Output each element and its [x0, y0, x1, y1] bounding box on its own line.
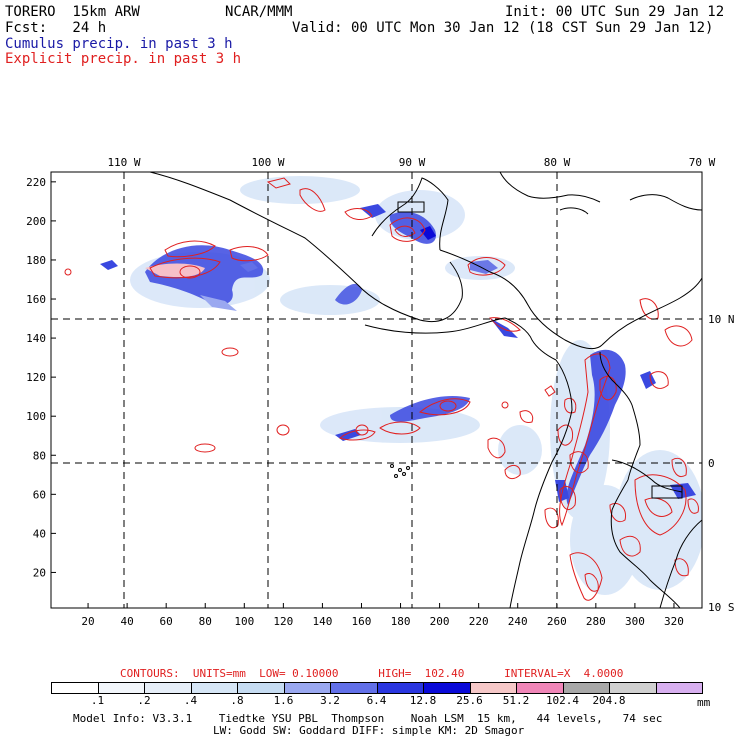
colorbar-units: mm	[697, 696, 711, 709]
colorbar-cell	[284, 683, 331, 693]
forecast-hour: Fcst: 24 h	[5, 20, 107, 36]
colorbar-cell	[377, 683, 424, 693]
cumulus-precip-pink	[145, 263, 205, 278]
colorbar-label: 51.2	[502, 694, 530, 707]
bottom-tick-label: 160	[352, 615, 372, 628]
model-title: TORERO 15km ARW	[5, 4, 140, 20]
init-time: Init: 00 UTC Sun 29 Jan 12	[505, 4, 725, 20]
latitude-label: 10 S	[708, 601, 735, 614]
legend-explicit: Explicit precip. in past 3 h	[5, 51, 242, 67]
bottom-tick-label: 220	[469, 615, 489, 628]
bottom-tick-label: 80	[199, 615, 212, 628]
colorbar-cell	[517, 683, 564, 693]
left-tick-label: 120	[26, 371, 46, 384]
colorbar-label: 12.8	[409, 694, 437, 707]
bottom-tick-label: 240	[508, 615, 528, 628]
axis-ticks	[51, 181, 675, 608]
left-tick-label: 100	[26, 410, 46, 423]
organization-label: NCAR/MMM	[225, 4, 293, 20]
model-physics: LW: Godd SW: Goddard DIFF: simple KM: 2D…	[213, 724, 525, 737]
colorbar-cell	[98, 683, 145, 693]
cumulus-precip-blue	[100, 204, 696, 505]
bottom-tick-label: 60	[160, 615, 173, 628]
bottom-tick-label: 40	[120, 615, 133, 628]
colorbar-cell	[563, 683, 610, 693]
bottom-tick-label: 120	[273, 615, 293, 628]
map-frame	[50, 171, 703, 609]
bottom-tick-label: 180	[391, 615, 411, 628]
colorbar-cell	[191, 683, 238, 693]
left-tick-label: 160	[26, 293, 46, 306]
lat-lon-gridlines	[51, 172, 702, 608]
colorbar-cell	[52, 683, 99, 693]
colorbar-cell	[470, 683, 517, 693]
bottom-tick-label: 20	[81, 615, 94, 628]
colorbar-cell	[331, 683, 378, 693]
left-tick-label: 140	[26, 332, 46, 345]
left-tick-label: 40	[33, 527, 46, 540]
model-info: Model Info: V3.3.1 Tiedtke YSU PBL Thomp…	[73, 712, 663, 725]
colorbar-label: .2	[137, 694, 151, 707]
longitude-label: 70 W	[689, 156, 716, 169]
colorbar-label: .4	[183, 694, 198, 707]
legend-cumulus: Cumulus precip. in past 3 h	[5, 36, 233, 52]
colorbar-label: 102.4	[545, 694, 580, 707]
colorbar-label: .1	[90, 694, 105, 707]
left-tick-label: 220	[26, 176, 46, 189]
latitude-label: 10 N	[708, 313, 735, 326]
colorbar-cell	[610, 683, 657, 693]
left-tick-label: 180	[26, 254, 46, 267]
colorbar-label: 25.6	[456, 694, 483, 707]
colorbar-cell	[238, 683, 285, 693]
colorbar-label: 6.4	[366, 694, 387, 707]
colorbar-cell	[424, 683, 471, 693]
valid-time: Valid: 00 UTC Mon 30 Jan 12 (18 CST Sun …	[292, 20, 714, 36]
coastlines	[149, 172, 702, 608]
bottom-tick-label: 140	[312, 615, 332, 628]
bottom-tick-label: 200	[430, 615, 450, 628]
colorbar-label: 204.8	[592, 694, 626, 707]
bottom-tick-label: 320	[664, 615, 684, 628]
bottom-tick-label: 280	[586, 615, 606, 628]
longitude-label: 110 W	[107, 156, 140, 169]
colorbar-label: 3.2	[320, 694, 340, 707]
left-tick-label: 20	[33, 566, 46, 579]
latitude-label: 0	[708, 457, 715, 470]
precip-colorbar	[51, 682, 703, 694]
bottom-tick-label: 100	[234, 615, 254, 628]
colorbar-label: .8	[230, 694, 244, 707]
colorbar-label: 1.6	[273, 694, 294, 707]
contours-info: CONTOURS: UNITS=mm LOW= 0.10000 HIGH= 10…	[120, 667, 624, 680]
longitude-label: 90 W	[399, 156, 426, 169]
bottom-tick-label: 300	[625, 615, 645, 628]
longitude-label: 100 W	[251, 156, 284, 169]
bottom-tick-label: 260	[547, 615, 567, 628]
left-tick-label: 80	[33, 449, 46, 462]
explicit-precip-contours	[64, 177, 699, 601]
longitude-label: 80 W	[544, 156, 571, 169]
left-tick-label: 60	[33, 488, 46, 501]
left-tick-label: 200	[26, 215, 46, 228]
colorbar-cell	[145, 683, 192, 693]
colorbar-cell	[656, 683, 702, 693]
